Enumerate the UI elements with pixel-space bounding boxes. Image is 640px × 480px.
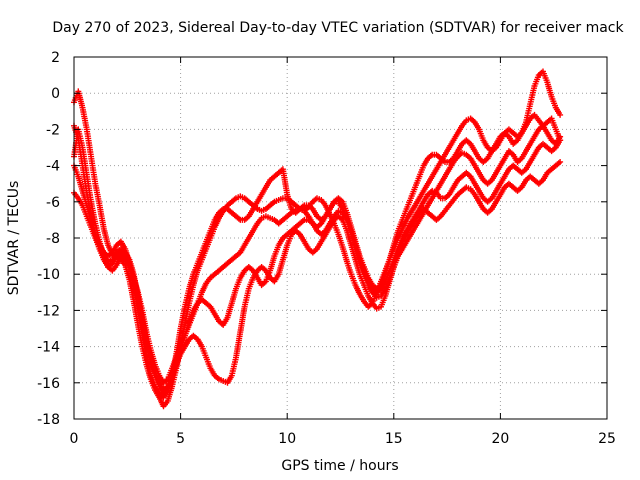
data-point-marker (557, 111, 564, 118)
y-tick-label: -2 (46, 122, 60, 138)
y-tick-label: -6 (46, 195, 60, 211)
y-tick-label: -4 (46, 159, 60, 175)
y-tick-label: -12 (37, 303, 60, 319)
y-tick-label: -16 (37, 376, 60, 392)
x-tick-label: 15 (385, 431, 403, 447)
x-axis-label: GPS time / hours (281, 458, 398, 474)
y-axis-label: SDTVAR / TECUs (6, 181, 22, 296)
data-point-marker (557, 137, 564, 144)
data-point-marker (557, 158, 564, 165)
y-tick-label: -10 (37, 267, 60, 283)
y-tick-label: -14 (37, 340, 60, 356)
plot-series (71, 68, 564, 410)
x-tick-label: 20 (491, 431, 509, 447)
y-tick-label: 2 (51, 50, 60, 66)
x-tick-label: 25 (598, 431, 616, 447)
axis-ticks: 0 5 10 15 20 25 -18 -16 -14 -12 -10 -8 -6 -4 -2 0 2 (37, 50, 616, 447)
x-tick-label: 5 (176, 431, 185, 447)
series-satellite-track-5 (71, 68, 564, 401)
y-tick-label: -18 (37, 412, 60, 428)
chart-title: Day 270 of 2023, Sidereal Day-to-day VTE… (52, 20, 624, 36)
y-tick-label: 0 (51, 86, 60, 102)
x-tick-label: 0 (70, 431, 79, 447)
y-tick-label: -8 (46, 231, 60, 247)
x-tick-label: 10 (278, 431, 296, 447)
